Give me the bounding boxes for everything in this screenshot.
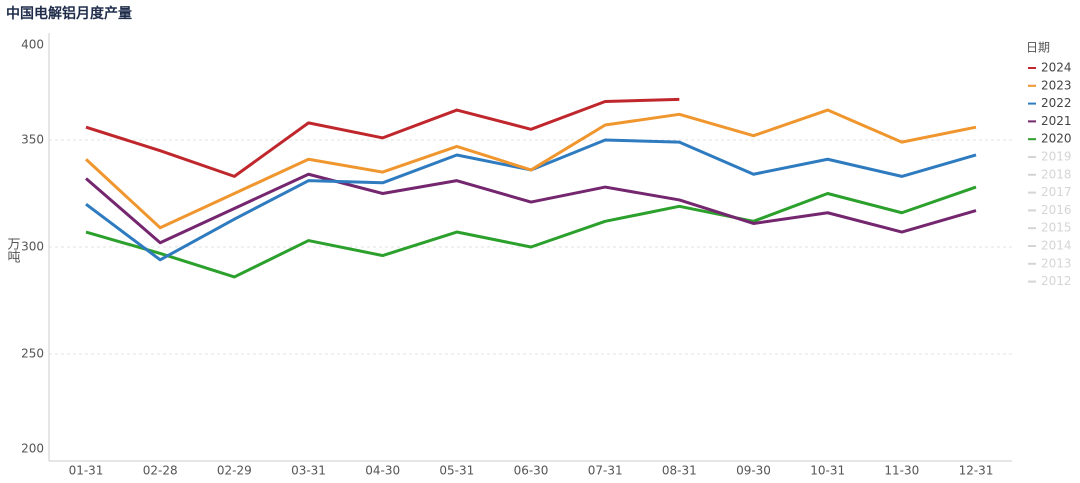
legend-label[interactable]: 2013 <box>1041 256 1072 270</box>
legend-label[interactable]: 2023 <box>1041 78 1072 92</box>
legend-label[interactable]: 2014 <box>1041 239 1072 253</box>
legend-label[interactable]: 2024 <box>1041 61 1072 75</box>
y-axis-label: 万吨 <box>5 237 21 263</box>
legend-label[interactable]: 2018 <box>1041 167 1072 181</box>
y-tick-label: 300 <box>21 240 44 254</box>
legend-title: 日期 <box>1026 41 1050 55</box>
legend-label[interactable]: 2012 <box>1041 274 1072 288</box>
x-tick-label: 06-30 <box>514 464 549 478</box>
x-tick-label: 02-29 <box>217 464 252 478</box>
legend-label[interactable]: 2015 <box>1041 221 1072 235</box>
x-tick-label: 03-31 <box>291 464 326 478</box>
line-series <box>85 185 977 279</box>
legend-label[interactable]: 2021 <box>1041 114 1072 128</box>
x-tick-label: 02-28 <box>143 464 178 478</box>
y-tick-label: 200 <box>21 442 44 456</box>
y-tick-label: 350 <box>21 133 44 147</box>
x-tick-label: 11-30 <box>884 464 919 478</box>
line-series <box>85 172 977 245</box>
line-series <box>84 108 977 230</box>
x-tick-label: 10-31 <box>810 464 845 478</box>
x-tick-label: 12-31 <box>959 464 994 478</box>
legend-label[interactable]: 2022 <box>1041 96 1072 110</box>
x-tick-label: 07-31 <box>588 464 623 478</box>
legend-label[interactable]: 2017 <box>1041 185 1072 199</box>
legend-label[interactable]: 2016 <box>1041 203 1072 217</box>
x-tick-label: 09-30 <box>736 464 771 478</box>
line-series <box>85 97 680 178</box>
x-tick-label: 04-30 <box>365 464 400 478</box>
y-tick-label: 400 <box>21 38 44 52</box>
chart-title: 中国电解铝月度产量 <box>6 5 132 22</box>
x-tick-label: 05-31 <box>439 464 474 478</box>
legend-label[interactable]: 2020 <box>1041 132 1072 146</box>
x-tick-label: 01-31 <box>69 464 104 478</box>
y-tick-label: 250 <box>21 347 44 361</box>
legend-label[interactable]: 2019 <box>1041 150 1072 164</box>
x-tick-label: 08-31 <box>662 464 697 478</box>
